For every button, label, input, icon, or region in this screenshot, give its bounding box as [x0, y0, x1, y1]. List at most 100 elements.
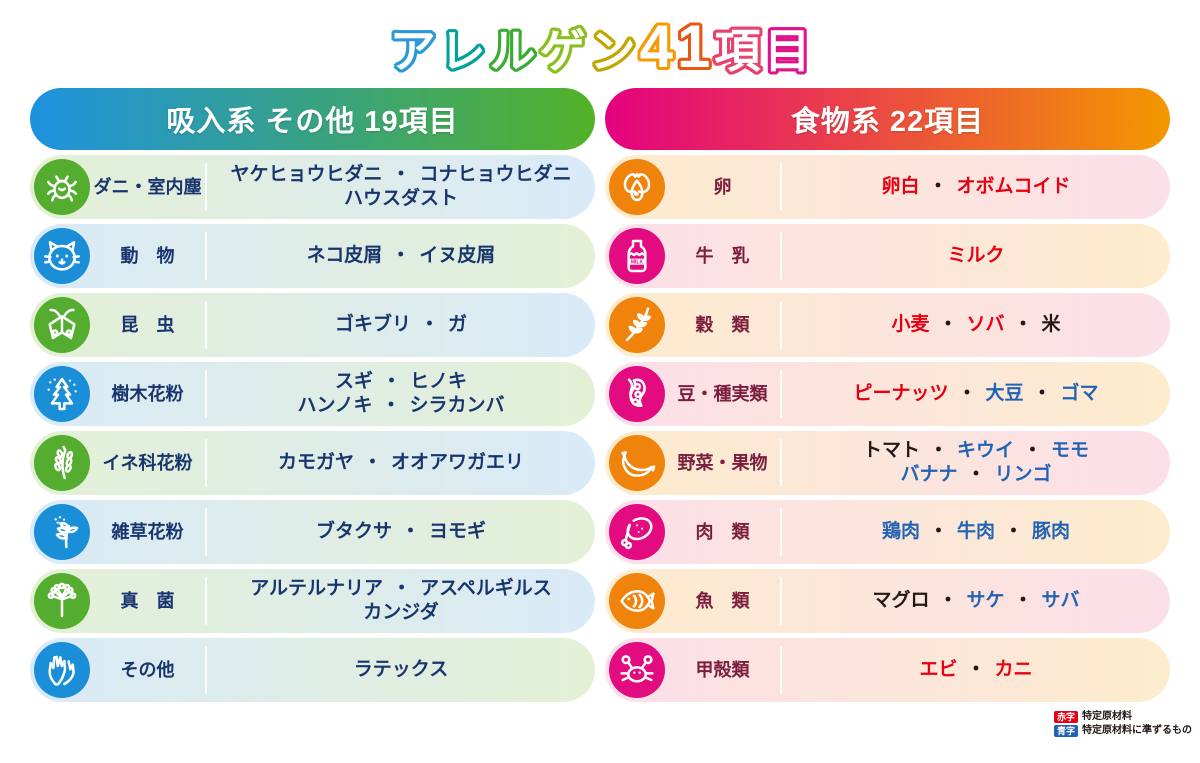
allergen-item: ゴマ: [1060, 383, 1099, 404]
allergen-item: ヨモギ: [429, 521, 487, 542]
tree-icon: [34, 366, 90, 422]
items-line: カモガヤ・オオアワガエリ: [217, 451, 585, 475]
allergen-item: カンジダ: [363, 602, 439, 623]
soybean-icon: [609, 366, 665, 422]
row-divider: [780, 370, 782, 418]
row-divider: [780, 439, 782, 487]
milk-label: 牛 乳: [695, 245, 750, 266]
items-line: ハウスダスト: [217, 187, 585, 211]
item-separator: ・: [1004, 521, 1024, 542]
beans-nuts-label: 豆・種実類: [677, 383, 768, 404]
item-separator: ・: [928, 176, 948, 197]
fungus-icon: [34, 573, 90, 629]
allergen-item: アスペルギルス: [420, 578, 552, 599]
allergen-item: 米: [1041, 314, 1061, 335]
food-rows: 卵卵白・オボムコイド MILK 牛 乳ミルク穀 類小麦・ソバ・米豆・種実類 ピーナッツ…: [605, 155, 1170, 702]
item-separator: ・: [391, 164, 411, 185]
milk-items: ミルク: [782, 244, 1170, 268]
allergen-item: ヤケヒョウヒダニ: [230, 164, 383, 185]
legend-row: 赤字 特定原材料: [1053, 710, 1192, 724]
allergen-item: オボムコイド: [956, 176, 1071, 197]
mite-icon: [34, 159, 90, 215]
allergen-item: キウイ: [956, 440, 1014, 461]
title-char: ゲ: [539, 25, 586, 77]
items-line: ピーナッツ・大豆・ゴマ: [792, 382, 1160, 406]
legend-text: 特定原材料: [1082, 711, 1132, 722]
item-separator: ・: [1013, 314, 1033, 335]
meat-icon: [609, 504, 665, 560]
title-char: ア: [389, 25, 436, 77]
fish-icon: [609, 573, 665, 629]
weed-pollen-items: ブタクサ・ヨモギ: [207, 520, 595, 544]
items-line: ハンノキ・シラカンバ: [217, 394, 585, 418]
row-others: その他 ラテックス: [30, 638, 595, 702]
grains-label: 穀 類: [695, 314, 750, 335]
allergen-item: エビ: [919, 659, 958, 680]
crustaceans-items: エビ・カニ: [782, 658, 1170, 682]
row-milk: MILK 牛 乳 ミルク: [605, 224, 1170, 288]
weed-pollen-label: 雑草花粉: [111, 521, 184, 542]
allergen-item: カモガヤ: [277, 452, 354, 473]
allergen-item: ピーナッツ: [853, 383, 949, 404]
row-divider: [205, 646, 207, 694]
fish-items: マグロ・サケ・サバ: [782, 589, 1170, 613]
rice-icon: [34, 435, 90, 491]
gloves-icon: [34, 642, 90, 698]
items-line: 卵白・オボムコイド: [792, 175, 1160, 199]
banana-icon: [609, 435, 665, 491]
grains-items: 小麦・ソバ・米: [782, 313, 1170, 337]
item-separator: ・: [362, 452, 382, 473]
row-divider: [780, 646, 782, 694]
row-fish: 魚 類マグロ・サケ・サバ: [605, 569, 1170, 633]
items-line: スギ・ヒノキ: [217, 370, 585, 394]
allergen-item: 牛肉: [956, 521, 995, 542]
fungi-items: アルテルナリア・アスペルギルス カンジダ: [207, 577, 595, 625]
inhalant-column: 吸入系 その他 19項目 ダニ・室内塵 ヤケヒョウヒダニ・コナヒョウヒダニ ハウスダ…: [30, 88, 595, 702]
item-separator: ・: [391, 245, 411, 266]
others-label: その他: [120, 659, 175, 680]
allergen-item: ラテックス: [353, 659, 449, 680]
wheat-icon: [609, 297, 665, 353]
item-separator: ・: [966, 659, 986, 680]
allergen-item: ゴキブリ: [334, 314, 411, 335]
items-line: アルテルナリア・アスペルギルス: [217, 577, 585, 601]
item-separator: ・: [966, 464, 986, 485]
item-separator: ・: [928, 521, 948, 542]
allergen-item: イヌ皮屑: [419, 245, 496, 266]
row-divider: [205, 439, 207, 487]
title-char: ン: [589, 25, 636, 77]
allergen-item: バナナ: [900, 464, 958, 485]
row-vegetables-fruits: 野菜・果物 トマト・キウイ・モモ バナナ・リンゴ: [605, 431, 1170, 495]
food-column-header-label: 食物系 22項目: [790, 106, 985, 138]
insects-items: ゴキブリ・ガ: [207, 313, 595, 337]
legend-row: 青字 特定原材料に準ずるもの: [1053, 724, 1192, 738]
row-tree-pollen: 樹木花粉 スギ・ヒノキ ハンノキ・シラカンバ: [30, 362, 595, 426]
row-animals: 動 物 ネコ皮屑・イヌ皮屑: [30, 224, 595, 288]
page-title: アレルゲン41項目: [0, 14, 1200, 84]
row-divider: [205, 508, 207, 556]
allergen-item: 大豆: [985, 383, 1024, 404]
moth-icon: [34, 297, 90, 353]
legend: 赤字 特定原材料 青字 特定原材料に準ずるもの: [1053, 710, 1192, 738]
legend-text: 特定原材料に準ずるもの: [1082, 725, 1192, 736]
mites-house-dust-label: ダニ・室内塵: [93, 176, 202, 197]
allergen-item: マグロ: [872, 590, 930, 611]
items-line: マグロ・サケ・サバ: [792, 589, 1160, 613]
mites-house-dust-items: ヤケヒョウヒダニ・コナヒョウヒダニ ハウスダスト: [207, 163, 595, 211]
row-divider: [780, 577, 782, 625]
row-fungi: 真 菌 アルテルナリア・アスペルギルス カンジダ: [30, 569, 595, 633]
allergen-item: サケ: [966, 590, 1005, 611]
title-char: 1: [677, 13, 711, 80]
items-line: エビ・カニ: [792, 658, 1160, 682]
row-divider: [205, 301, 207, 349]
row-divider: [780, 232, 782, 280]
svg-text:MILK: MILK: [631, 259, 644, 265]
allergen-item: ガ: [448, 314, 468, 335]
allergen-item: ブタクサ: [315, 521, 392, 542]
item-separator: ・: [419, 314, 439, 335]
row-divider: [205, 232, 207, 280]
item-separator: ・: [392, 578, 412, 599]
allergen-item: リンゴ: [994, 464, 1052, 485]
fungi-label: 真 菌: [120, 590, 175, 611]
